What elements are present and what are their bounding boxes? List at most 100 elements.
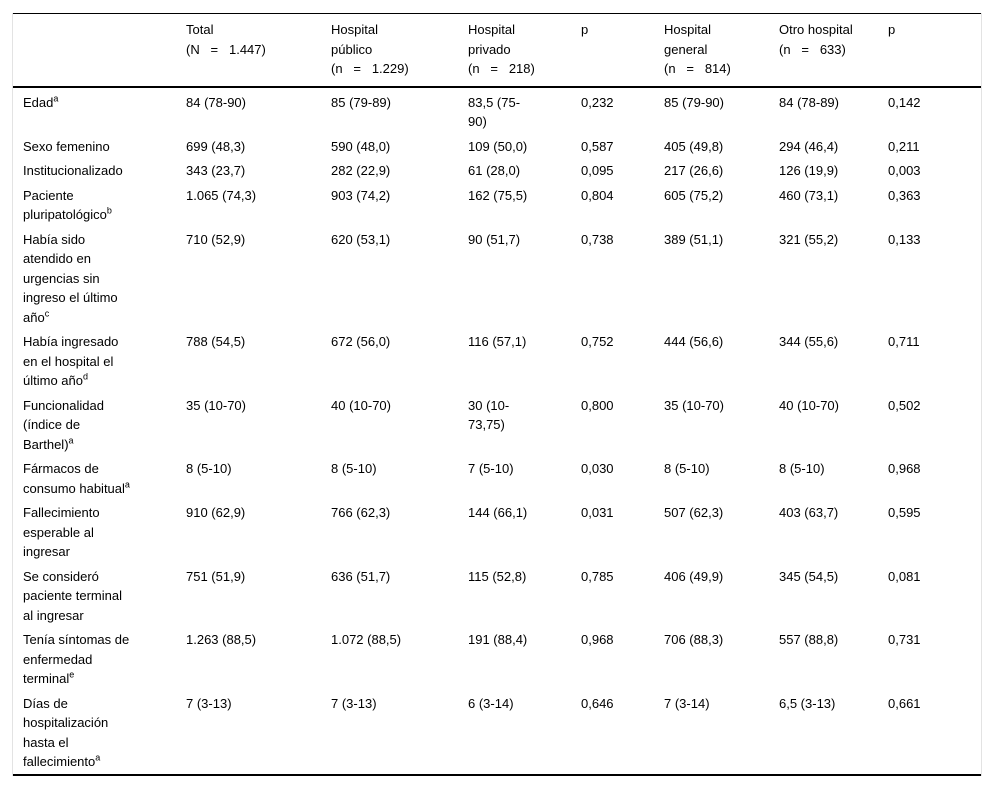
table-cell: 116 (57,1) [468,334,527,349]
patient-characteristics-table: Total (N = 1.447) Hospital público (n = 1… [13,13,981,776]
table-cell: 1.072 (88,5) [331,632,402,647]
table-cell: 126 (19,9) [779,163,839,178]
table-cell: 0,502 [888,397,921,413]
row-label-text: Edad [23,94,54,110]
footnote-marker: a [68,435,74,446]
table-cell: 0,968 [888,461,921,476]
table-cell: 7 (3-13) [186,695,232,711]
row-label-text: Se consideró paciente terminal al ingres… [23,568,122,623]
table-cell: 636 (51,7) [331,568,391,584]
row-label: Había ingresado en el hospital el último… [13,329,176,393]
table-cell: 8 (5-10) [331,461,377,476]
row-label: Fármacos de consumo habituala [13,456,176,500]
table-cell: 282 (22,9) [331,163,391,178]
row-label-text: Sexo femenino [23,138,110,154]
table-cell: 788 (54,5) [186,334,246,349]
table-header: Total (N = 1.447) Hospital público (n = 1… [13,13,981,88]
column-header-p-publico-privado: p [571,13,654,88]
table-cell: 0,804 [581,187,614,203]
table-cell: 30 (10- 73,75) [468,397,510,433]
table-cell: 0,785 [581,568,614,584]
row-label-text: Institucionalizado [23,163,123,178]
row-label: Funcionalidad (índice de Barthel)a [13,393,176,457]
table-cell: 557 (88,8) [779,632,839,647]
row-label-text: Tenía síntomas de enfermedad terminal [23,632,130,686]
table-cell: 84 (78-89) [779,94,839,110]
table-cell: 1.065 (74,3) [186,187,257,203]
table-cell: 406 (49,9) [664,568,724,584]
table-cell: 8 (5-10) [779,461,825,476]
table-cell: 344 (55,6) [779,334,839,349]
table-cell: 85 (79-90) [664,94,724,110]
table-cell: 7 (3-14) [664,695,710,711]
table-cell: 8 (5-10) [664,461,710,476]
row-label: Se consideró paciente terminal al ingres… [13,564,176,628]
table-cell: 40 (10-70) [779,397,839,413]
footnote-marker: a [124,479,130,490]
table-cell: 345 (54,5) [779,568,839,584]
table-cell: 0,003 [888,163,921,178]
column-header-hospital-publico: Hospital público (n = 1.229) [321,13,458,88]
row-label: Sexo femenino [13,134,176,159]
table-cell: 766 (62,3) [331,505,391,520]
row-label-text: Había sido atendido en urgencias sin ing… [23,231,118,325]
table-cell: 389 (51,1) [664,231,724,247]
table-cell: 0,968 [581,632,614,647]
table-cell: 0,752 [581,334,614,349]
footnote-marker: a [53,93,59,104]
footnote-marker: e [69,669,75,680]
table-cell: 0,142 [888,94,921,110]
footnote-marker: a [95,752,101,763]
table-cell: 84 (78-90) [186,94,246,110]
table-row: Paciente pluripatológicob 1.065 (74,3) 903… [13,183,981,227]
table-cell: 0,711 [888,334,920,349]
table-row: Fármacos de consumo habituala 8 (5-10) 8 (… [13,456,981,500]
table-cell: 0,731 [888,632,921,647]
table-cell: 0,211 [888,138,920,154]
column-header-otro-hospital: Otro hospital (n = 633) [769,13,878,88]
table-cell: 0,595 [888,505,921,520]
table-cell: 0,363 [888,187,921,203]
table-cell: 294 (46,4) [779,138,839,154]
table-cell: 706 (88,3) [664,632,724,647]
row-label-text: Fallecimiento esperable al ingresar [23,505,100,559]
footnote-marker: c [44,308,50,319]
row-label-text: Paciente pluripatológico [23,187,107,223]
table-cell: 1.263 (88,5) [186,632,257,647]
row-label: Paciente pluripatológicob [13,183,176,227]
table-cell: 0,030 [581,461,614,476]
footnote-marker: b [106,205,112,216]
row-label: Tenía síntomas de enfermedad terminale [13,627,176,691]
table-cell: 460 (73,1) [779,187,839,203]
table-row: Se consideró paciente terminal al ingres… [13,564,981,628]
row-label: Había sido atendido en urgencias sin ing… [13,227,176,330]
table-row: Tenía síntomas de enfermedad terminale 1.… [13,627,981,691]
table-row: Días de hospitalización hasta el falleci… [13,691,981,775]
column-header-hospital-general: Hospital general (n = 814) [654,13,769,88]
table-cell: 620 (53,1) [331,231,391,247]
table-cell: 83,5 (75- 90) [468,94,521,130]
table-cell: 903 (74,2) [331,187,391,203]
table-cell: 751 (51,9) [186,568,246,584]
row-label-text: Fármacos de consumo habitual [23,461,125,496]
table-cell: 0,800 [581,397,614,413]
table-cell: 0,232 [581,94,614,110]
table-cell: 7 (5-10) [468,461,514,476]
table-cell: 6,5 (3-13) [779,695,836,711]
table-row: Funcionalidad (índice de Barthel)a 35 (10… [13,393,981,457]
row-label-text: Días de hospitalización hasta el falleci… [23,695,109,770]
table-cell: 343 (23,7) [186,163,246,178]
table-cell: 507 (62,3) [664,505,724,520]
table-cell: 672 (56,0) [331,334,391,349]
table-cell: 144 (66,1) [468,505,528,520]
table-cell: 61 (28,0) [468,163,521,178]
table-cell: 35 (10-70) [664,397,724,413]
table-cell: 6 (3-14) [468,695,514,711]
column-header-total: Total (N = 1.447) [176,13,321,88]
table-cell: 7 (3-13) [331,695,377,711]
table-cell: 90 (51,7) [468,231,521,247]
table-row: Fallecimiento esperable al ingresar 910 (… [13,500,981,564]
table-cell: 0,031 [581,505,614,520]
row-label: Fallecimiento esperable al ingresar [13,500,176,564]
